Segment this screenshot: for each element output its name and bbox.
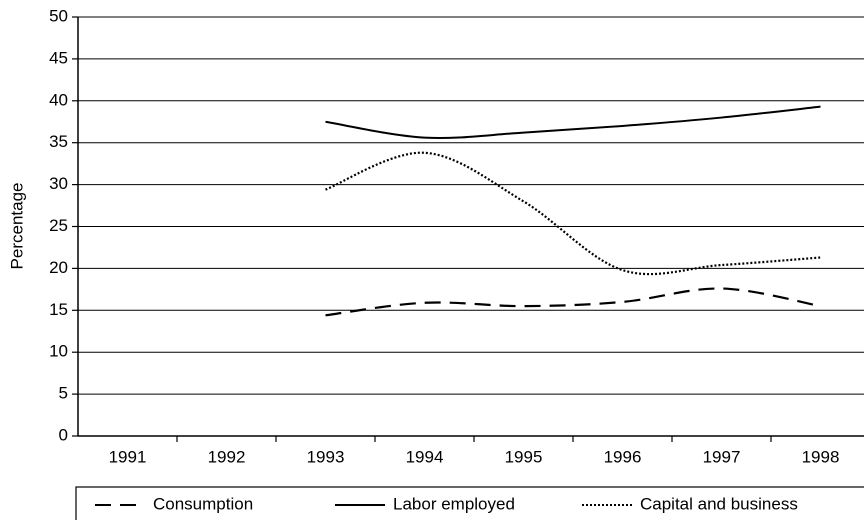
x-tick-label: 1993 xyxy=(307,447,345,466)
legend-label: Consumption xyxy=(153,494,253,513)
y-tick-label: 40 xyxy=(49,90,68,109)
legend-label: Labor employed xyxy=(393,494,515,513)
y-tick-label: 25 xyxy=(49,216,68,235)
y-tick-label: 50 xyxy=(49,6,68,25)
x-tick-label: 1991 xyxy=(109,447,147,466)
legend-label: Capital and business xyxy=(640,494,798,513)
x-tick-label: 1994 xyxy=(406,447,444,466)
x-tick-label: 1996 xyxy=(604,447,642,466)
legend-box xyxy=(75,486,864,520)
x-tick-label: 1992 xyxy=(208,447,246,466)
y-tick-label: 20 xyxy=(49,258,68,277)
y-tick-label: 5 xyxy=(59,384,68,403)
y-tick-label: 45 xyxy=(49,48,68,67)
y-axis-label: Percentage xyxy=(7,183,26,270)
y-tick-label: 15 xyxy=(49,300,68,319)
line-series xyxy=(325,105,821,140)
y-tick-label: 35 xyxy=(49,132,68,151)
x-tick-label: 1997 xyxy=(703,447,741,466)
line-series xyxy=(325,287,821,317)
x-tick-label: 1998 xyxy=(802,447,840,466)
y-tick-label: 0 xyxy=(59,425,68,444)
y-tick-label: 30 xyxy=(49,174,68,193)
x-tick-label: 1995 xyxy=(505,447,543,466)
line-series xyxy=(325,151,821,276)
y-tick-label: 10 xyxy=(49,342,68,361)
